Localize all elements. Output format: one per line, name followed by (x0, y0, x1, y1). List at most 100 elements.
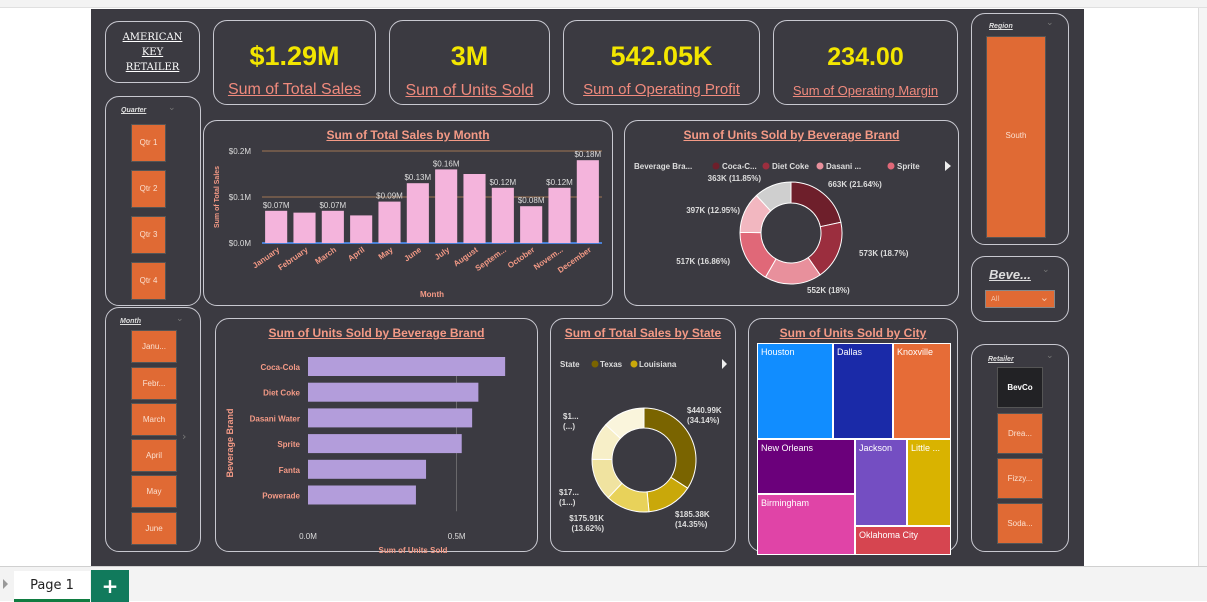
y-tick-label: $0.2M (229, 147, 252, 156)
units-by-brand-bar-chart: Sum of Units Sold by Beverage Brand 0.0M… (215, 318, 538, 553)
treemap-cell-new-orleans[interactable]: New Orleans (757, 439, 855, 494)
slicer-item-qtr1[interactable]: Qtr 1 (131, 124, 166, 162)
y-tick-label: Dasani Water (250, 414, 300, 423)
y-tick-label: Diet Coke (263, 389, 300, 398)
slicer-item-month[interactable]: April (131, 439, 177, 472)
bar (308, 459, 427, 479)
slicer-item-south[interactable]: South (986, 36, 1046, 238)
tab-page-1[interactable]: Page 1 (14, 571, 90, 602)
slicer-item-qtr4[interactable]: Qtr 4 (131, 262, 166, 300)
bar (435, 169, 458, 243)
slicer-item-qtr2[interactable]: Qtr 2 (131, 170, 166, 208)
slicer-item-month[interactable]: May (131, 475, 177, 508)
slicer-item-bevco[interactable]: BevCo (997, 367, 1043, 408)
slicer-item-retailer[interactable]: Fizzy... (997, 458, 1043, 499)
treemap-cell-oklahoma-city[interactable]: Oklahoma City (855, 526, 951, 555)
data-label: $0.12M (489, 178, 516, 187)
legend-item: Sprite (897, 162, 920, 171)
treemap-cell-dallas[interactable]: Dallas (833, 343, 893, 439)
chevron-down-icon[interactable]: ⌄ (1046, 351, 1054, 361)
bar (520, 206, 543, 243)
treemap-cell-houston[interactable]: Houston (757, 343, 833, 439)
slicer-item-retailer[interactable]: Drea... (997, 413, 1043, 454)
x-axis-title: Month (420, 290, 444, 299)
slicer-item-qtr3[interactable]: Qtr 3 (131, 216, 166, 254)
x-tick-label: 0.5M (448, 532, 466, 541)
kpi-value: 234.00 (827, 43, 904, 71)
sales-by-state-donut: Sum of Total Sales by State State Texas Lo… (550, 318, 736, 552)
chart-title: Sum of Units Sold by City (779, 326, 927, 340)
data-label: $0.13M (404, 173, 431, 182)
chart-title: Sum of Units Sold by Beverage Brand (268, 326, 485, 340)
kpi-units-sold: 3M Sum of Units Sold (389, 20, 550, 105)
slicer-item-month[interactable]: Janu... (131, 330, 177, 363)
donut-data-label: 397K (12.95%) (686, 206, 740, 215)
donut-data-label: 363K (11.85%) (708, 174, 762, 183)
kpi-value: $1.29M (249, 41, 340, 71)
units-by-brand-donut-svg: Beverage Bra... Coca-C... Diet Coke Dasani … (634, 161, 951, 295)
legend-marker (762, 162, 770, 170)
x-tick-label: February (276, 245, 310, 272)
data-label: $0.09M (376, 192, 403, 201)
treemap-cell-knoxville[interactable]: Knoxville (893, 343, 951, 439)
legend-item: Coca-C... (722, 162, 757, 171)
legend-item: Dasani ... (826, 162, 861, 171)
slicer-item-month[interactable]: March (131, 403, 177, 436)
beverage-slicer: Beve... ⌄ All ⌄ (971, 256, 1069, 322)
data-label: $0.07M (263, 201, 290, 210)
donut-data-label: 517K (16.86%) (676, 257, 730, 266)
chevron-down-icon[interactable]: ⌄ (1042, 265, 1050, 275)
chart-title: Sum of Total Sales by Month (326, 128, 490, 142)
chevron-down-icon[interactable]: ⌄ (176, 314, 184, 324)
scroll-left-icon[interactable] (3, 579, 8, 589)
month-slicer: Month ⌄ Janu... Febr... March April May … (105, 307, 201, 552)
y-tick-label: Sprite (277, 440, 300, 449)
chart-title: Sum of Total Sales by State (564, 326, 722, 340)
chevron-down-icon: ⌄ (1039, 291, 1049, 304)
chevron-down-icon[interactable]: ⌄ (1046, 18, 1054, 28)
data-label: $0.08M (518, 196, 545, 205)
kpi-total-sales: $1.29M Sum of Total Sales (213, 20, 376, 105)
legend-marker (712, 162, 720, 170)
chevron-right-icon[interactable]: › (182, 430, 187, 443)
x-tick-label: June (403, 245, 424, 263)
kpi-value: 3M (450, 41, 489, 71)
chevron-down-icon[interactable]: ⌄ (168, 103, 176, 113)
x-tick-label: April (346, 245, 366, 263)
legend-marker (591, 360, 599, 368)
beverage-dropdown[interactable]: All ⌄ (985, 290, 1055, 308)
donut-data-label: $175.91K (13.62%) (569, 514, 604, 533)
x-tick-label: 0.0M (299, 532, 317, 541)
y-tick-label: Coca-Cola (260, 363, 300, 372)
sheet-tab-bar: Page 1 + (0, 566, 1207, 602)
add-page-button[interactable]: + (91, 570, 129, 602)
x-tick-label: Septem... (474, 245, 508, 273)
logo-card: AMERICAN KEY RETAILER (105, 21, 200, 83)
treemap-cell-little-rock[interactable]: Little ... (907, 439, 951, 526)
retailer-slicer: Retailer ⌄ BevCo Drea... Fizzy... Soda..… (971, 344, 1069, 552)
donut-data-label: $185.38K (14.35%) (675, 510, 710, 529)
data-label: $0.12M (546, 178, 573, 187)
slicer-item-month[interactable]: Febr... (131, 367, 177, 400)
legend-title: State (560, 360, 580, 369)
kpi-operating-margin: 234.00 Sum of Operating Margin (773, 20, 958, 105)
donut-data-label: 573K (18.7%) (859, 249, 909, 258)
bar (308, 485, 416, 505)
donut-data-label: 552K (18%) (807, 286, 850, 295)
kpi-label: Sum of Units Sold (405, 82, 534, 99)
donut-data-label: $17... (1...) (559, 488, 579, 507)
bar (321, 210, 344, 243)
slicer-item-month[interactable]: June (131, 512, 177, 545)
donut-data-label: $440.99K (34.14%) (687, 406, 722, 425)
y-axis-title: Sum of Total Sales (214, 166, 221, 228)
top-bar (0, 0, 1207, 8)
legend-marker (887, 162, 895, 170)
bar (350, 215, 373, 243)
treemap-cell-jackson[interactable]: Jackson (855, 439, 907, 526)
vertical-scrollbar[interactable] (1198, 8, 1207, 566)
treemap-cell-birmingham[interactable]: Birmingham (757, 494, 855, 555)
kpi-label: Sum of Total Sales (227, 81, 362, 98)
bar (378, 201, 401, 243)
slicer-item-retailer[interactable]: Soda... (997, 503, 1043, 544)
bar (308, 382, 479, 402)
